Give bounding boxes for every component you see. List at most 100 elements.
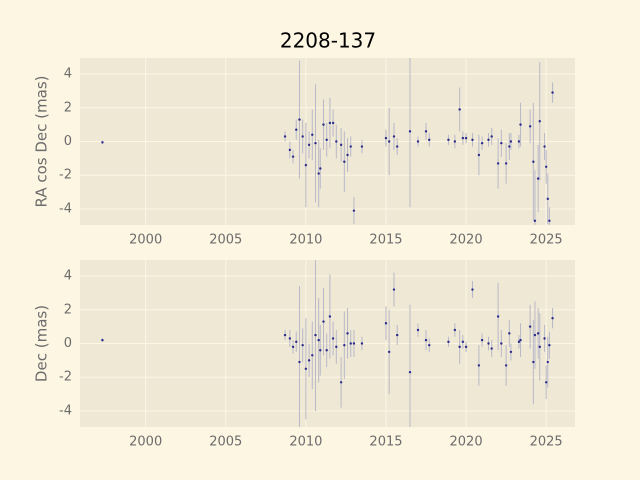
data-point — [543, 145, 546, 148]
data-point — [339, 143, 343, 147]
data-point — [546, 197, 549, 201]
data-point — [311, 133, 314, 136]
data-point — [352, 209, 356, 212]
data-point — [384, 136, 388, 140]
x-tick-label: 2000 — [129, 233, 162, 248]
data-point — [101, 141, 104, 144]
data-point — [461, 136, 465, 140]
data-point — [307, 143, 311, 147]
data-point — [322, 123, 325, 126]
data-point — [428, 138, 431, 142]
x-tick-label: 2010 — [289, 435, 322, 450]
data-point — [490, 347, 493, 350]
data-point — [471, 138, 474, 142]
data-point — [314, 333, 317, 337]
data-point — [317, 172, 320, 175]
data-point — [496, 315, 500, 318]
data-point — [471, 288, 474, 291]
data-point — [533, 333, 537, 337]
data-point — [283, 135, 287, 138]
data-point — [508, 145, 511, 148]
data-point — [424, 130, 428, 133]
data-point — [298, 360, 301, 364]
data-point — [392, 135, 396, 138]
plot-layer — [101, 58, 554, 225]
data-point — [458, 345, 461, 349]
data-point — [384, 322, 388, 325]
data-point — [508, 332, 511, 335]
y-tick-label: -2 — [59, 168, 72, 183]
data-point — [519, 338, 522, 342]
data-point — [461, 340, 465, 344]
data-point — [416, 328, 420, 332]
data-point — [464, 345, 468, 349]
x-tick-label: 2005 — [209, 233, 242, 248]
y-tick-label: 0 — [64, 134, 72, 149]
y-axis-label: Dec (mas) — [33, 305, 51, 382]
data-point — [536, 332, 540, 335]
data-point — [408, 130, 412, 133]
data-point — [311, 354, 314, 357]
data-point — [544, 381, 548, 384]
data-point — [295, 128, 298, 131]
data-point — [395, 333, 399, 337]
data-point — [339, 381, 343, 384]
data-point — [301, 135, 304, 138]
y-tick-label: -2 — [59, 370, 72, 385]
x-tick-label: 2015 — [369, 435, 402, 450]
data-point — [496, 162, 500, 165]
data-point — [538, 120, 541, 123]
data-point — [447, 138, 450, 142]
data-point — [408, 370, 412, 374]
data-point — [328, 121, 332, 125]
data-point — [283, 333, 287, 337]
data-point — [346, 153, 349, 157]
data-point — [551, 316, 554, 320]
chart-title: 2208-137 — [280, 29, 376, 53]
data-point — [392, 288, 396, 291]
data-point — [346, 332, 349, 335]
data-point — [331, 337, 335, 340]
data-point — [490, 135, 493, 138]
data-point — [487, 138, 490, 142]
data-point — [387, 350, 391, 354]
data-point — [288, 337, 292, 340]
data-point — [301, 343, 304, 347]
x-tick-label: 2000 — [129, 435, 162, 450]
y-tick-label: -4 — [59, 201, 72, 216]
data-point — [295, 340, 298, 344]
y-tick-label: 4 — [64, 67, 72, 82]
data-point — [291, 155, 295, 158]
data-point — [528, 125, 532, 128]
data-point — [538, 345, 541, 349]
data-point — [424, 338, 428, 342]
data-point — [504, 364, 508, 367]
data-point — [335, 140, 338, 143]
data-point — [532, 160, 535, 163]
data-point — [317, 338, 320, 342]
data-point — [533, 219, 537, 222]
data-point — [288, 148, 292, 152]
data-point — [428, 343, 431, 347]
data-point — [322, 320, 325, 323]
x-tick-label: 2015 — [369, 233, 402, 248]
data-point — [546, 360, 549, 364]
data-point — [477, 153, 481, 157]
data-point — [319, 349, 322, 352]
data-point — [314, 141, 317, 145]
data-point — [319, 167, 322, 170]
data-point — [447, 340, 450, 344]
data-point — [335, 345, 338, 349]
data-point — [349, 342, 352, 345]
data-point — [464, 136, 468, 140]
data-point — [304, 367, 308, 371]
data-point — [528, 325, 532, 328]
data-point — [480, 338, 484, 342]
data-point — [349, 145, 352, 148]
data-point — [500, 342, 503, 345]
data-point — [395, 145, 399, 148]
data-point — [298, 118, 301, 121]
y-tick-label: -4 — [59, 403, 72, 418]
data-point — [509, 140, 513, 143]
data-point — [504, 162, 508, 165]
